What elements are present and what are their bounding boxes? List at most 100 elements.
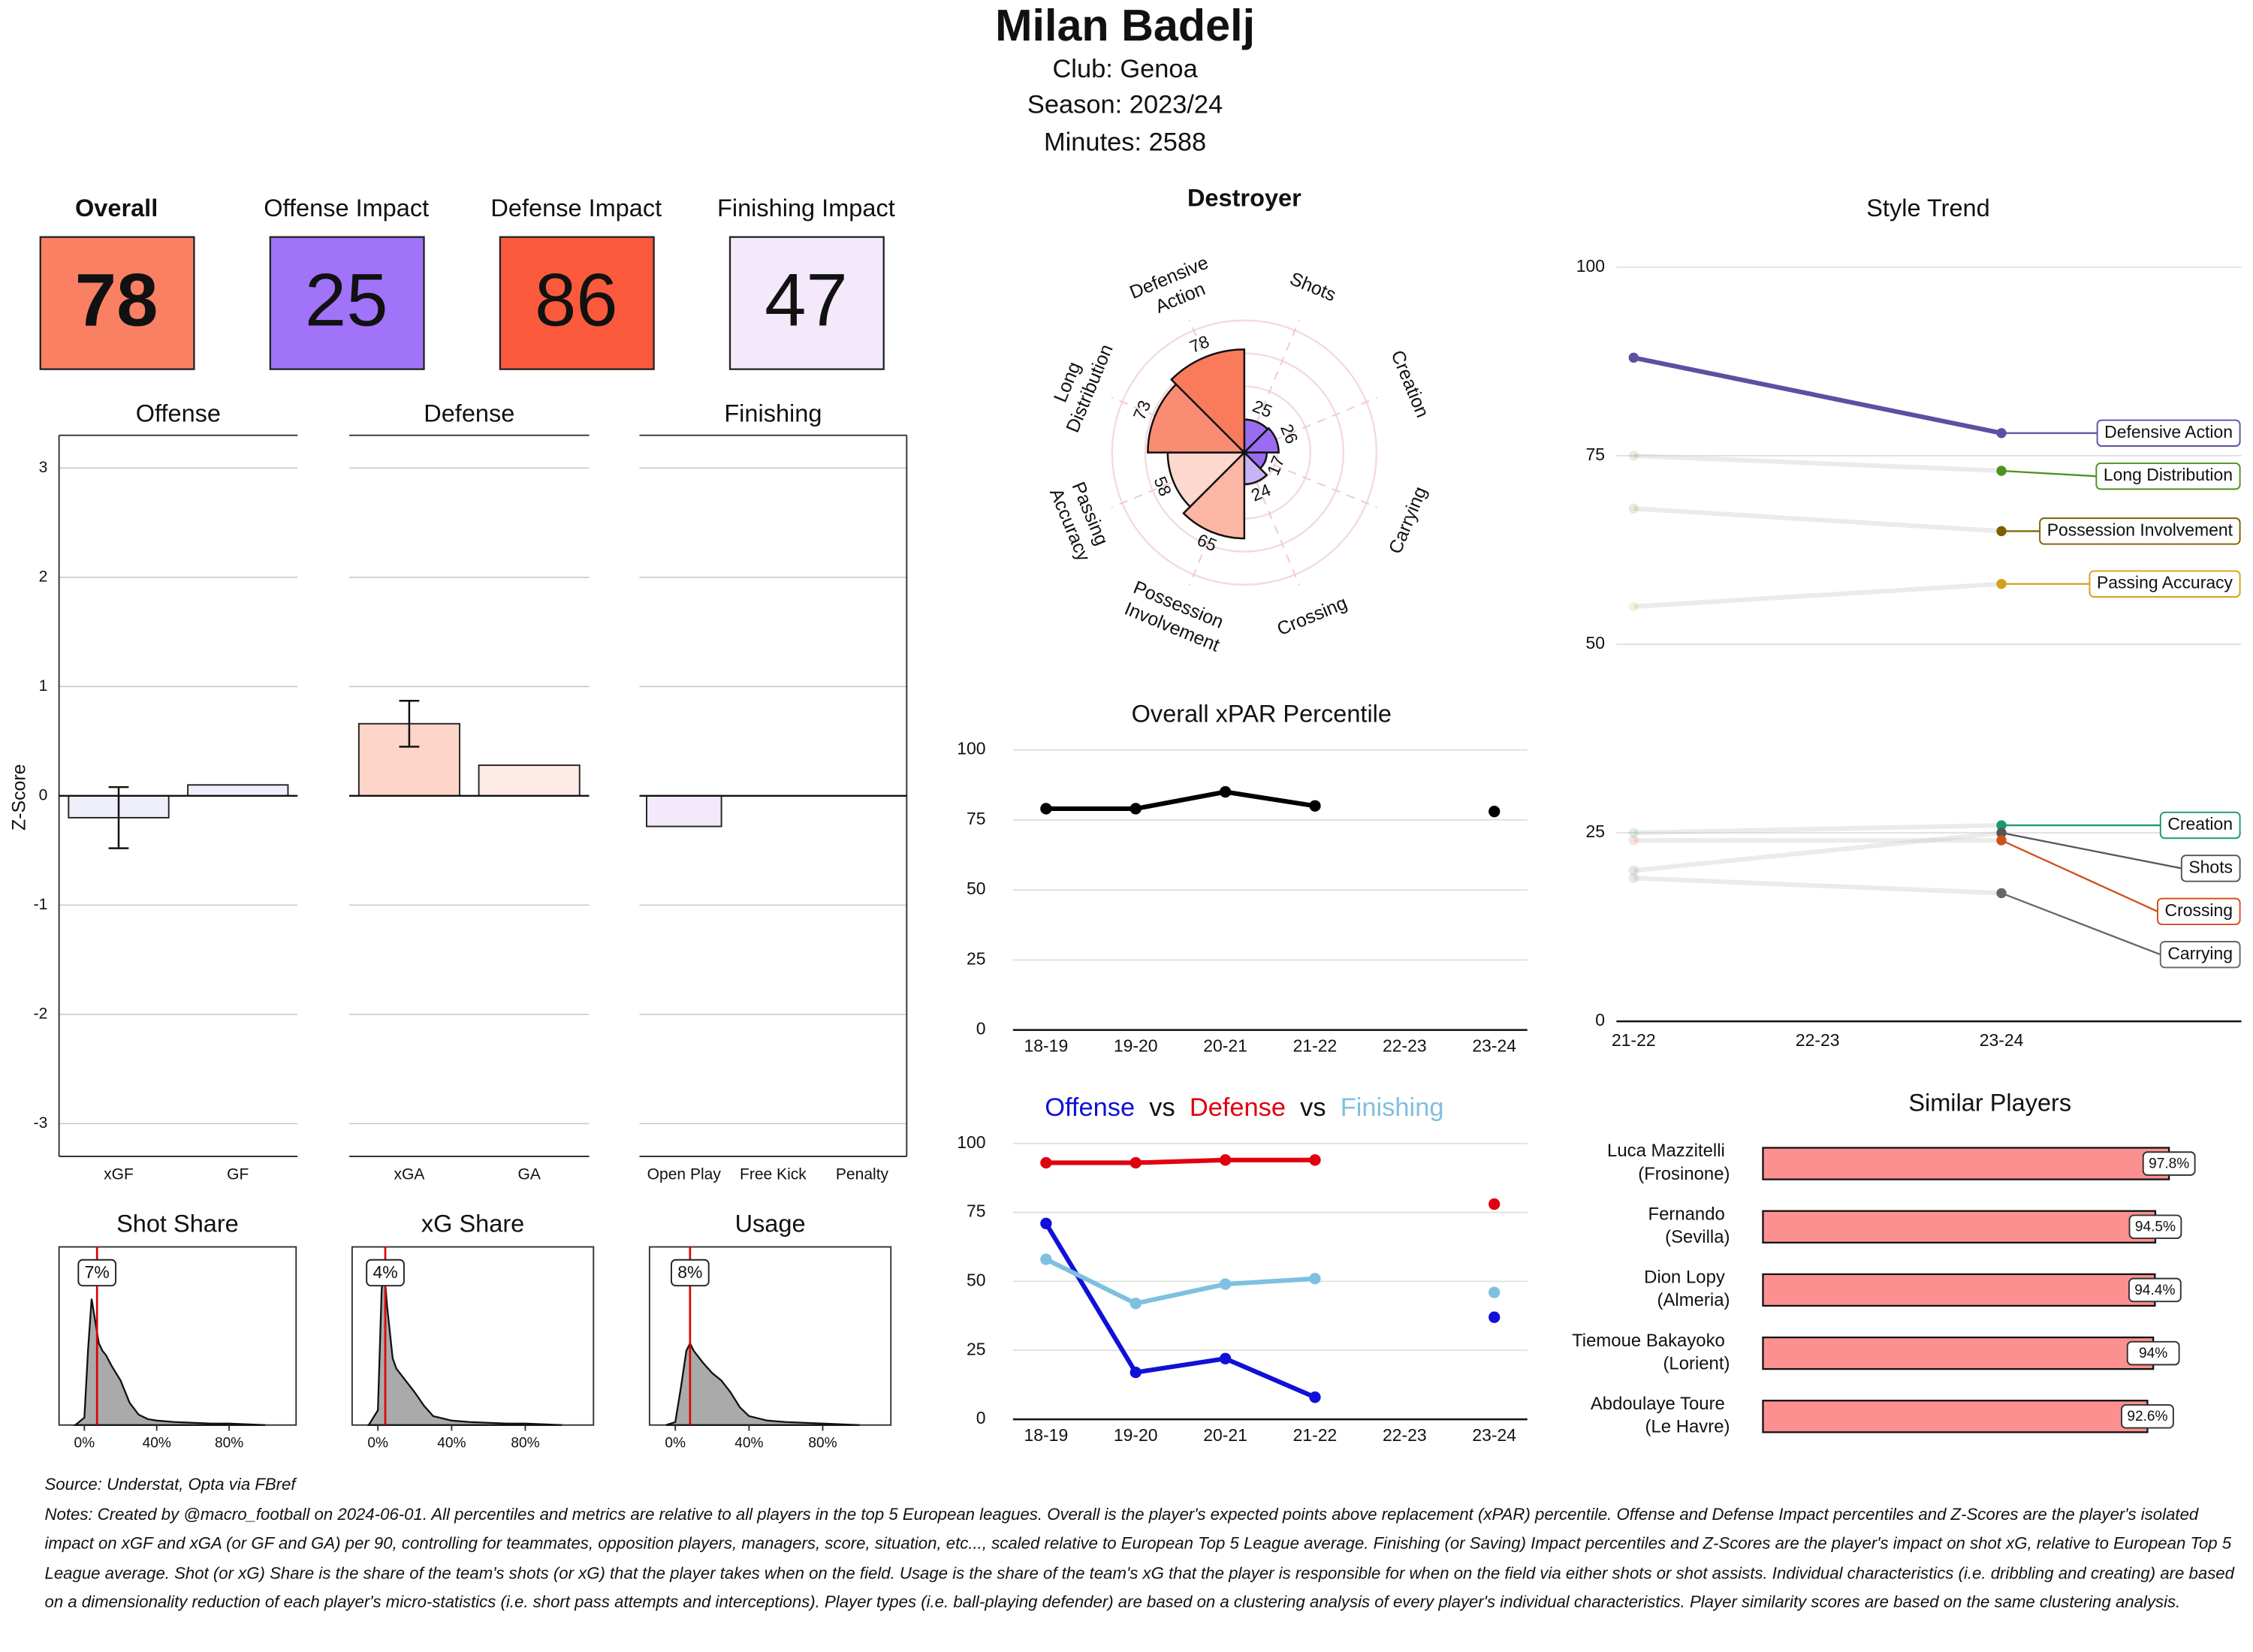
x-tick-label: 40%: [734, 1436, 763, 1452]
marker-label-box: [366, 1259, 405, 1287]
chart-title: Destroyer: [1187, 185, 1301, 212]
value-label: 94.4%: [2134, 1283, 2175, 1298]
label-leader: [2001, 469, 2097, 478]
series-label: Defensive Action: [2104, 422, 2233, 442]
y-tick-label: 75: [1586, 445, 1606, 464]
point: [1040, 1253, 1052, 1265]
score-value: 78: [75, 259, 158, 342]
legend-entry: Offense: [1045, 1093, 1135, 1122]
title-separator: vs: [1300, 1093, 1326, 1122]
x-tick-label: GA: [517, 1165, 540, 1183]
player-name: Milan Badelj: [995, 0, 1255, 50]
point: [1488, 1198, 1500, 1210]
x-tick-label: 0%: [74, 1436, 95, 1452]
label-leader: [2001, 831, 2182, 870]
trend-line: [1633, 822, 2002, 836]
point: [1309, 800, 1321, 812]
marker-label: 7%: [85, 1262, 110, 1282]
panel-title: Finishing: [724, 399, 822, 427]
panel-title: Offense: [136, 399, 221, 427]
y-tick-label: 25: [967, 1339, 986, 1358]
y-tick-label: 50: [967, 879, 986, 898]
point: [1219, 1154, 1232, 1166]
title-separator: vs: [1149, 1093, 1175, 1122]
trend-line: [1633, 831, 2002, 873]
score-value: 47: [765, 259, 848, 342]
header-line: Club: Genoa: [1052, 55, 1198, 83]
score-box: [728, 236, 885, 370]
value-label-box: [2128, 1214, 2182, 1240]
point: [1040, 1156, 1052, 1169]
x-tick-label: 21-22: [1293, 1036, 1338, 1056]
point: [1488, 1286, 1500, 1298]
y-tick-label: 3: [39, 459, 48, 476]
y-tick-label: -2: [34, 1005, 48, 1022]
score-label: Defense Impact: [490, 194, 662, 222]
point: [1628, 503, 1639, 514]
y-axis-label: Z-Score: [9, 764, 30, 831]
notes: Notes: Created by @macro_football on 202…: [44, 1505, 2234, 1613]
x-tick-label: Open Play: [647, 1165, 722, 1183]
y-tick-label: -1: [34, 896, 48, 913]
series-label: Shots: [2188, 857, 2233, 876]
x-tick-label: GF: [227, 1165, 249, 1183]
value-label-box: [2126, 1340, 2180, 1366]
value-label-box: [2121, 1404, 2174, 1429]
label-leader: [2001, 840, 2158, 912]
density-area: [665, 1341, 860, 1426]
footer-text: Source: Understat, Opta via FBref Notes:…: [44, 1471, 2235, 1619]
bar: [1762, 1210, 2157, 1244]
bar: [187, 784, 289, 797]
x-tick-label: 0%: [367, 1436, 388, 1452]
point: [1628, 865, 1639, 876]
x-tick-label: 23-24: [1472, 1036, 1516, 1056]
point: [1219, 1352, 1232, 1364]
score-label: Overall: [75, 194, 158, 222]
y-tick-label: 0: [1595, 1010, 1605, 1029]
y-tick-label: 2: [39, 568, 48, 585]
x-tick-label: 22-23: [1796, 1030, 1840, 1050]
bar: [1762, 1400, 2149, 1433]
point: [1130, 1156, 1142, 1169]
x-tick-label: 0%: [665, 1436, 686, 1452]
y-tick-label: 1: [39, 677, 48, 695]
point: [1130, 803, 1142, 815]
category-label: Tiemoue Bakayoko (Lorient): [1572, 1331, 1730, 1374]
series-label: Creation: [2167, 814, 2233, 834]
x-tick-label: xGA: [394, 1165, 424, 1183]
x-tick-label: 21-22: [1612, 1030, 1656, 1050]
point: [1040, 803, 1052, 815]
x-tick-label: 40%: [437, 1436, 466, 1452]
marker-label-box: [77, 1259, 117, 1287]
score-label: Finishing Impact: [717, 194, 895, 222]
y-tick-label: 100: [1576, 256, 1605, 276]
category-label: Fernando (Sevilla): [1648, 1204, 1730, 1248]
category-label: Passing Accuracy: [1045, 476, 1115, 564]
point: [1130, 1298, 1142, 1310]
wedge: [1170, 348, 1246, 455]
point: [1628, 828, 1639, 838]
value-label-box: [2142, 1151, 2196, 1176]
marker-label-box: [671, 1259, 710, 1287]
header-line: Minutes: 2588: [1044, 128, 1206, 156]
x-tick-label: 18-19: [1024, 1425, 1069, 1445]
trend-line: [1633, 453, 2002, 474]
value-label: 97.8%: [2149, 1156, 2189, 1172]
value-label: 94.5%: [2135, 1219, 2176, 1235]
point: [1309, 1154, 1321, 1166]
x-tick-label: 23-24: [1980, 1030, 2024, 1050]
trend-line: [1633, 581, 2002, 609]
series-label-box: [2159, 811, 2241, 840]
series-label: Carrying: [2167, 943, 2233, 963]
series-label: Possession Involvement: [2047, 520, 2233, 539]
trend-line: [1633, 355, 2002, 436]
point: [1628, 352, 1639, 363]
x-tick-label: 80%: [808, 1436, 837, 1452]
chart-title: Overall xPAR Percentile: [1132, 700, 1392, 727]
x-tick-label: 18-19: [1024, 1036, 1069, 1056]
y-tick-label: -3: [34, 1114, 48, 1132]
category-label: Dion Lopy (Almeria): [1644, 1268, 1730, 1311]
x-tick-label: 22-23: [1383, 1425, 1427, 1445]
score-box: [39, 236, 195, 370]
x-tick-label: 80%: [215, 1436, 243, 1452]
